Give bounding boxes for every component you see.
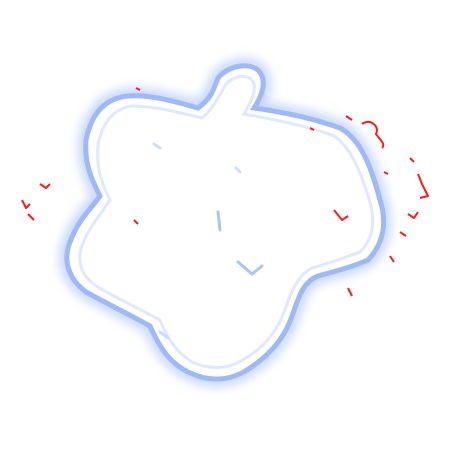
red-speckle xyxy=(399,231,407,237)
red-speckle xyxy=(133,219,139,225)
red-speckle xyxy=(135,87,141,91)
interior-mark xyxy=(216,210,222,232)
red-speckle xyxy=(361,120,385,149)
red-speckle xyxy=(347,287,353,297)
blob-fill xyxy=(64,63,387,382)
red-speckles xyxy=(21,87,429,297)
red-speckle xyxy=(39,183,51,189)
interior-mark xyxy=(236,260,264,276)
red-speckle xyxy=(407,211,419,219)
red-speckle xyxy=(27,213,35,221)
red-speckle xyxy=(333,209,349,221)
red-speckle xyxy=(409,157,415,163)
interior-mark xyxy=(152,142,162,150)
red-speckle xyxy=(345,115,353,121)
red-speckle xyxy=(389,255,395,263)
red-speckle xyxy=(309,127,315,131)
interior-mark xyxy=(158,330,170,340)
red-speckle xyxy=(21,199,31,209)
interior-mark xyxy=(234,166,242,174)
red-speckle xyxy=(417,173,429,199)
red-speckle xyxy=(383,171,389,175)
blob-inner-outline xyxy=(78,75,375,369)
